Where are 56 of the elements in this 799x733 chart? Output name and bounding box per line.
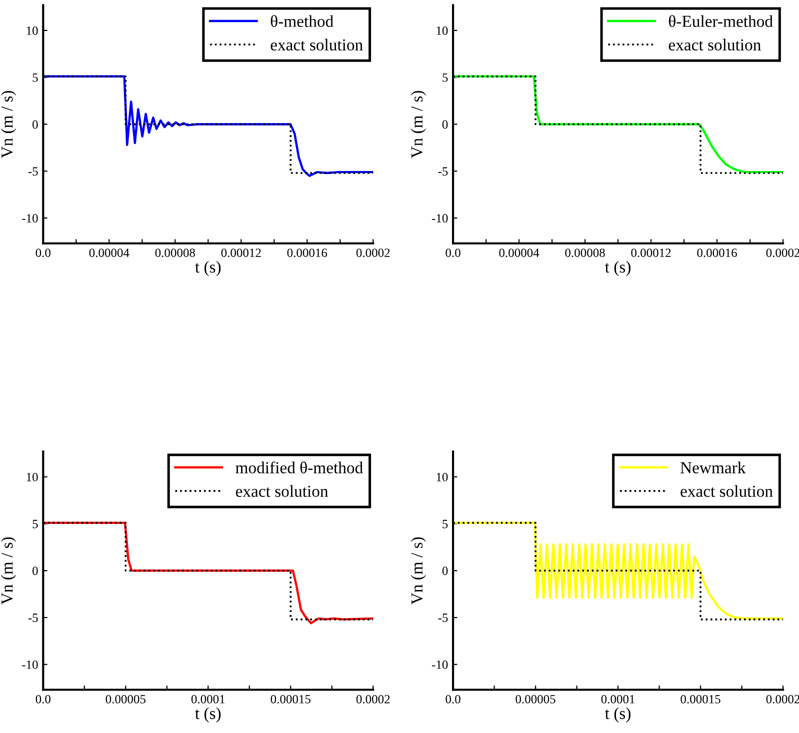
- legend-label: modified θ-method: [236, 461, 363, 474]
- y-tick-label: 5: [442, 74, 448, 82]
- x-tick-label: 0.0: [446, 694, 460, 704]
- y-tick-label: 10: [26, 26, 38, 35]
- legend-label: exact solution: [236, 485, 328, 497]
- legend-label: exact solution: [668, 38, 761, 51]
- y-tick-label: 5: [32, 520, 38, 528]
- legend-label: Newmark: [680, 462, 746, 474]
- x-tick-label: 0.0: [36, 694, 50, 704]
- y-tick-label: -10: [432, 660, 448, 669]
- y-axis-title: Vn (m / s): [0, 90, 16, 158]
- x-tick-label: 0.00012: [631, 248, 671, 258]
- y-tick-label: 0: [442, 120, 448, 129]
- y-tick-label: -5: [28, 614, 38, 622]
- y-axis-title: Vn (m / s): [410, 90, 426, 158]
- x-tick-label: 0.0001: [601, 694, 634, 704]
- y-tick-label: -5: [28, 167, 38, 176]
- x-axis-title: t (s): [605, 707, 630, 722]
- x-tick-label: 0.00008: [155, 248, 195, 258]
- x-tick-label: 0.00004: [89, 248, 130, 258]
- y-tick-label: -5: [438, 167, 448, 176]
- x-axis-title: t (s): [195, 707, 221, 722]
- x-tick-label: 0.0: [446, 248, 460, 258]
- x-tick-label: 0.00005: [106, 694, 146, 704]
- x-tick-label: 0.0002: [356, 248, 390, 258]
- legend-label: exact solution: [680, 485, 773, 497]
- legend-label: exact solution: [270, 38, 363, 51]
- y-tick-label: 0: [32, 566, 38, 576]
- y-tick-label: 0: [442, 566, 448, 576]
- x-tick-label: 0.00016: [697, 248, 737, 258]
- y-tick-label: 10: [26, 472, 38, 482]
- y-tick-label: -10: [22, 660, 38, 669]
- x-tick-label: 0.00015: [680, 694, 720, 704]
- y-axis-title: Vn (m / s): [0, 537, 16, 604]
- y-tick-label: 10: [436, 472, 448, 482]
- y-tick-label: 5: [442, 520, 448, 528]
- x-tick-label: 0.00015: [270, 694, 310, 704]
- legend-label: θ-method: [270, 15, 334, 27]
- legend-label: θ-Euler-method: [668, 15, 773, 27]
- x-axis-title: t (s): [605, 260, 630, 276]
- x-tick-label: 0.00008: [565, 248, 605, 258]
- x-tick-label: 0.00016: [287, 248, 328, 258]
- x-tick-label: 0.00012: [221, 248, 261, 258]
- x-axis-title: t (s): [195, 260, 221, 276]
- y-tick-label: 10: [436, 26, 448, 35]
- y-axis-title: Vn (m / s): [410, 537, 426, 604]
- y-tick-label: 0: [32, 120, 38, 129]
- x-tick-label: 0.0: [36, 248, 50, 258]
- y-tick-label: 5: [32, 74, 38, 82]
- y-tick-label: -5: [438, 614, 448, 622]
- x-tick-label: 0.0001: [191, 694, 225, 704]
- y-tick-label: -10: [432, 214, 448, 222]
- x-tick-label: 0.00004: [499, 248, 540, 258]
- y-tick-label: -10: [22, 214, 38, 222]
- x-tick-label: 0.00005: [516, 694, 556, 704]
- x-tick-label: 0.0002: [356, 694, 390, 704]
